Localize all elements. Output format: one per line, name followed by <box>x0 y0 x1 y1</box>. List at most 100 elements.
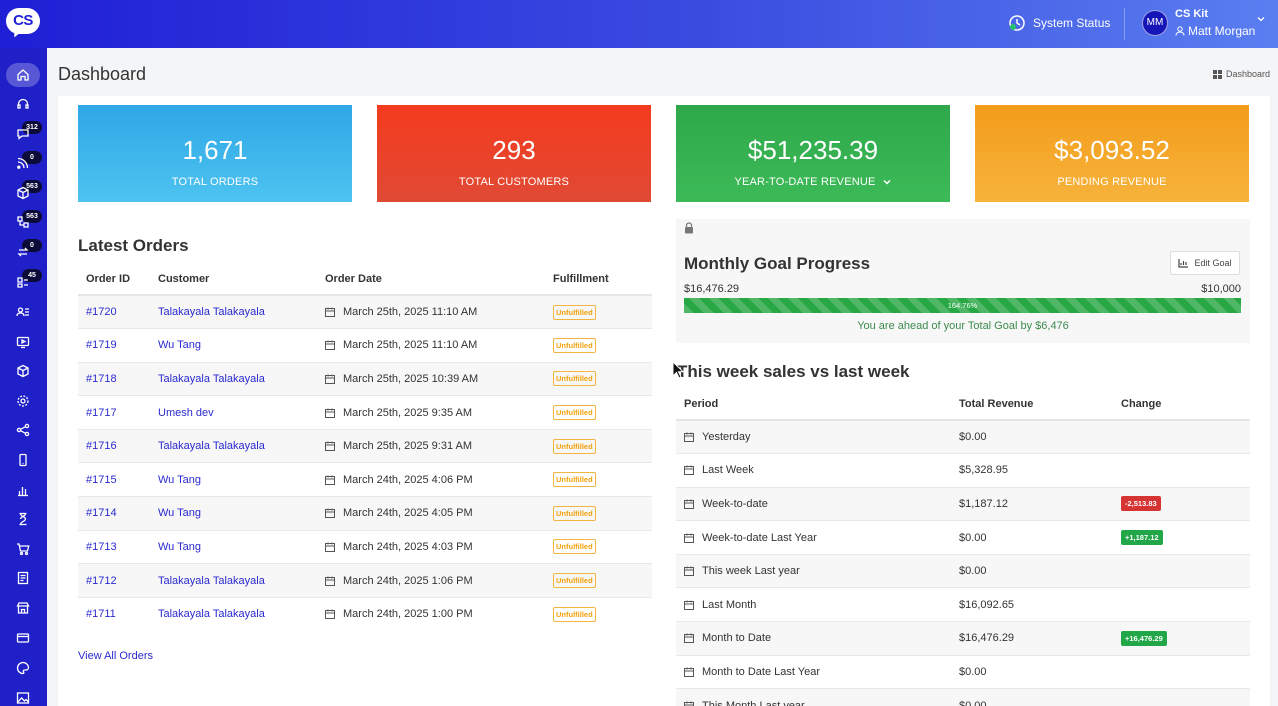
app-name: CS Kit <box>1175 8 1208 20</box>
table-row[interactable]: #1720 Talakayala Talakayala March 25th, 20… <box>78 294 652 329</box>
table-header-row: Period Total Revenue Change <box>676 388 1250 421</box>
customer-link[interactable]: Talakayala Talakayala <box>158 294 325 329</box>
order-date-cell: March 24th, 2025 1:00 PM <box>325 596 553 631</box>
system-status-link[interactable]: System Status <box>1008 13 1110 33</box>
lock-icon[interactable] <box>684 222 694 234</box>
order-id-link[interactable]: #1714 <box>78 496 158 531</box>
sidebar-item-settings[interactable] <box>6 389 40 413</box>
period-cell: Week-to-date <box>676 486 959 521</box>
order-date-cell: March 25th, 2025 9:31 AM <box>325 428 553 463</box>
column-header: Order ID <box>78 263 158 296</box>
column-header: Order Date <box>325 263 553 296</box>
sidebar-item-cart[interactable] <box>6 537 40 561</box>
table-row[interactable]: #1711 Talakayala Talakayala March 24th, 20… <box>78 596 652 631</box>
calendar-icon <box>325 307 335 318</box>
order-id-link[interactable]: #1713 <box>78 529 158 564</box>
stat-value: 293 <box>492 135 536 165</box>
stat-card-total-customers[interactable]: 293 TOTAL CUSTOMERS <box>377 105 651 202</box>
sidebar-item-store[interactable] <box>6 596 40 620</box>
revenue-cell: $5,328.95 <box>959 453 1121 488</box>
revenue-cell: $0.00 <box>959 654 1121 689</box>
calendar-icon <box>684 667 694 677</box>
image-icon <box>16 692 30 704</box>
calendar-icon <box>684 701 694 706</box>
sidebar-item-themes[interactable] <box>6 656 40 680</box>
card-icon <box>16 633 30 643</box>
chat-icon <box>17 129 29 140</box>
customer-link[interactable]: Wu Tang <box>158 462 325 497</box>
table-row[interactable]: #1712 Talakayala Talakayala March 24th, 20… <box>78 563 652 598</box>
edit-goal-button[interactable]: Edit Goal <box>1170 251 1240 275</box>
chevron-down-icon[interactable] <box>882 177 892 187</box>
breadcrumb[interactable]: Dashboard <box>1212 69 1270 79</box>
sidebar-item-documents[interactable] <box>6 566 40 590</box>
change-cell <box>1121 654 1250 689</box>
order-id-link[interactable]: #1715 <box>78 462 158 497</box>
column-header: Customer <box>158 263 325 296</box>
stat-card-pending-revenue[interactable]: $3,093.52 PENDING REVENUE <box>975 105 1249 202</box>
table-row: This week Last year $0.00 <box>676 553 1250 588</box>
order-id-link[interactable]: #1711 <box>78 596 158 631</box>
order-id-link[interactable]: #1712 <box>78 563 158 598</box>
order-id-link[interactable]: #1720 <box>78 294 158 329</box>
customer-link[interactable]: Talakayala Talakayala <box>158 428 325 463</box>
stat-label: TOTAL ORDERS <box>171 176 259 188</box>
sidebar-item-media[interactable] <box>6 330 40 354</box>
fulfillment-cell: Unfulfilled <box>553 361 652 396</box>
customer-link[interactable]: Wu Tang <box>158 529 325 564</box>
sidebar-item-packages[interactable] <box>6 181 40 205</box>
sidebar-item-tasks[interactable] <box>6 270 40 294</box>
cs-logo[interactable]: CS <box>6 8 40 40</box>
table-row[interactable]: #1716 Talakayala Talakayala March 25th, 20… <box>78 428 652 463</box>
sidebar-item-billing[interactable] <box>6 626 40 650</box>
customer-link[interactable]: Talakayala Talakayala <box>158 596 325 631</box>
calendar-icon <box>684 499 694 509</box>
customer-link[interactable]: Talakayala Talakayala <box>158 361 325 396</box>
system-status-label: System Status <box>1033 16 1111 30</box>
sidebar-item-support[interactable] <box>6 92 40 116</box>
user-menu[interactable]: Matt Morgan <box>1175 24 1255 38</box>
latest-orders-title: Latest Orders <box>78 236 189 255</box>
customer-link[interactable]: Umesh dev <box>158 395 325 430</box>
stat-card-ytd-revenue[interactable]: $51,235.39 YEAR-TO-DATE REVENUE <box>676 105 950 202</box>
chart-icon <box>1178 259 1189 268</box>
customer-link[interactable]: Wu Tang <box>158 328 325 363</box>
table-row[interactable]: #1719 Wu Tang March 25th, 2025 11:10 AM Unf… <box>78 328 652 363</box>
sidebar-item-messages[interactable] <box>6 122 40 146</box>
flow-icon <box>17 216 29 228</box>
stat-card-total-orders[interactable]: 1,671 TOTAL ORDERS <box>78 105 352 202</box>
view-all-orders-link[interactable]: View All Orders <box>78 650 153 662</box>
sidebar-item-integrations[interactable] <box>6 418 40 442</box>
order-id-link[interactable]: #1718 <box>78 361 158 396</box>
revenue-cell: $16,476.29 <box>959 621 1121 656</box>
sidebar-item-home[interactable] <box>6 63 40 87</box>
table-row[interactable]: #1718 Talakayala Talakayala March 25th, 20… <box>78 361 652 396</box>
sidebar-item-history[interactable] <box>6 507 40 531</box>
avatar[interactable]: MM <box>1142 10 1168 36</box>
table-row[interactable]: #1713 Wu Tang March 24th, 2025 4:03 PM Unfu… <box>78 529 652 564</box>
sidebar-item-mobile[interactable] <box>6 448 40 472</box>
order-id-link[interactable]: #1719 <box>78 328 158 363</box>
order-id-link[interactable]: #1717 <box>78 395 158 430</box>
order-id-link[interactable]: #1716 <box>78 428 158 463</box>
sidebar-item-flow[interactable] <box>6 210 40 234</box>
calendar-icon <box>325 542 335 552</box>
sidebar-item-feed[interactable] <box>6 151 40 175</box>
chevron-down-icon[interactable] <box>1256 14 1266 24</box>
table-row[interactable]: #1717 Umesh dev March 25th, 2025 9:35 AM Un… <box>78 395 652 430</box>
calendar-icon <box>684 600 694 610</box>
table-row[interactable]: #1714 Wu Tang March 24th, 2025 4:05 PM Unfu… <box>78 496 652 531</box>
fulfillment-cell: Unfulfilled <box>553 462 652 497</box>
customer-link[interactable]: Wu Tang <box>158 496 325 531</box>
table-row[interactable]: #1715 Wu Tang March 24th, 2025 4:06 PM Unfu… <box>78 462 652 497</box>
sidebar-item-reports[interactable] <box>6 478 40 502</box>
sidebar-item-returns[interactable] <box>6 240 40 264</box>
customer-link[interactable]: Talakayala Talakayala <box>158 563 325 598</box>
clock-check-icon <box>1009 15 1025 31</box>
sidebar-item-gallery[interactable] <box>6 686 40 706</box>
sidebar-item-customers[interactable] <box>6 300 40 324</box>
sidebar-item-products[interactable] <box>6 359 40 383</box>
hourglass-icon <box>19 512 27 526</box>
monthly-goal-card: Monthly Goal Progress Edit Goal $16,476.… <box>676 219 1250 343</box>
week-sales-title: This week sales vs last week <box>677 362 910 381</box>
